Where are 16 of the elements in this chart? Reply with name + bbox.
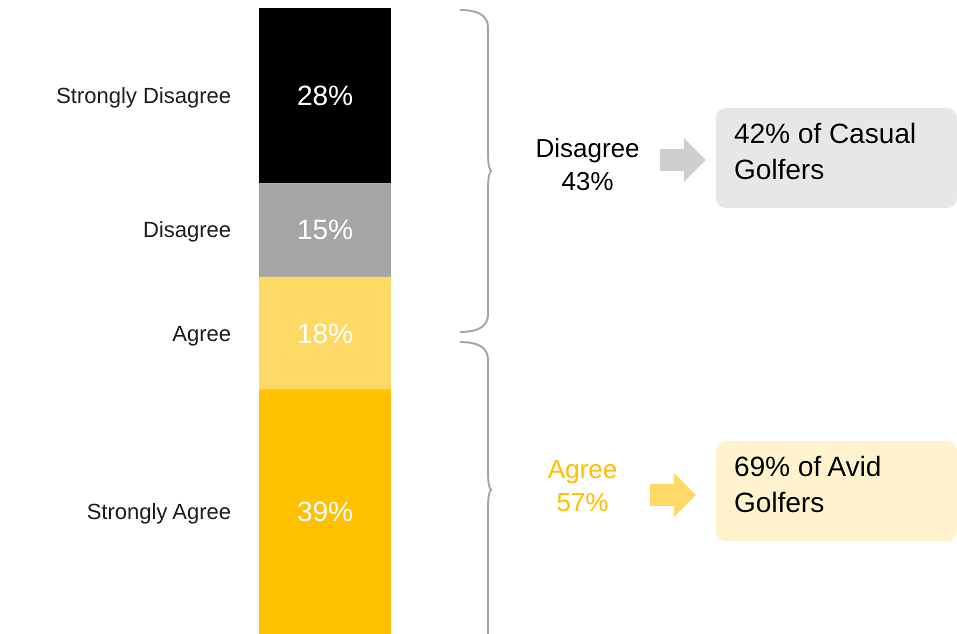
bar — [259, 276, 391, 390]
text: Disagree 43% — [534, 132, 641, 197]
series-label: Strongly Disagree — [55, 82, 231, 108]
series-label: Strongly Agree — [86, 498, 231, 524]
data-label: 18% — [296, 318, 354, 349]
text: 69% of Avid Golfers — [716, 441, 957, 541]
bar — [259, 390, 391, 634]
data-label: 39% — [296, 496, 354, 527]
bar — [259, 182, 391, 278]
series-label: Agree — [171, 320, 231, 346]
text: Agree 57% — [546, 453, 618, 518]
text: 42% of Casual Golfers — [716, 108, 957, 208]
data-label: 15% — [296, 214, 354, 246]
bar — [259, 8, 391, 184]
data-label: 28% — [296, 80, 354, 111]
series-label: Disagree — [142, 217, 231, 242]
